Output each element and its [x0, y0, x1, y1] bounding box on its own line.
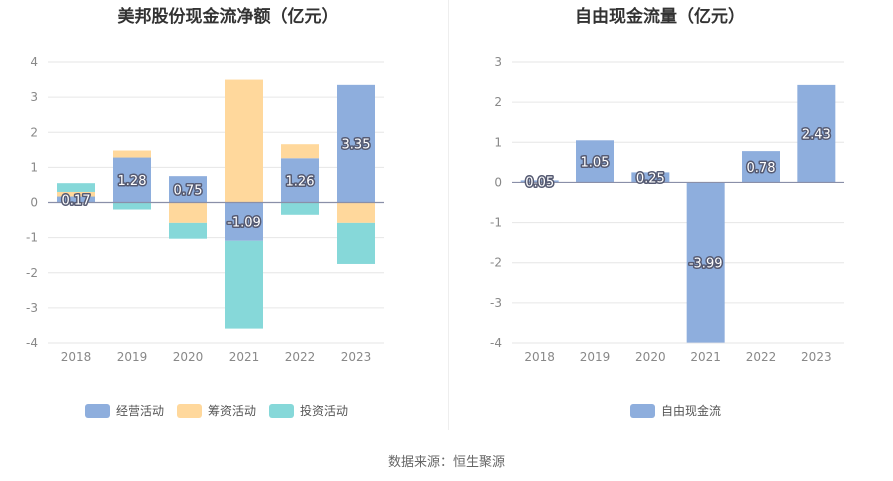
bar-自由现金流-2019 [576, 140, 614, 183]
x-tick-label: 2019 [117, 350, 148, 364]
y-tick-label: 3 [30, 90, 38, 104]
legend-label: 自由现金流 [661, 403, 721, 418]
y-tick-label: 3 [494, 55, 502, 69]
bar-投资活动-2019 [113, 202, 151, 210]
legend-label: 投资活动 [300, 403, 348, 418]
x-tick-label: 2023 [801, 350, 832, 364]
x-tick-label: 2021 [690, 350, 721, 364]
bar-自由现金流-2023 [797, 84, 836, 183]
bar-投资活动-2021 [225, 240, 263, 329]
bar-经营活动-2019 [113, 157, 151, 203]
data-label: 3.35 [342, 138, 371, 153]
bar-经营活动-2021 [225, 202, 263, 241]
data-label: 1.05 [581, 155, 610, 170]
bar-筹资活动-2018 [57, 191, 95, 197]
y-tick-label: 1 [494, 135, 502, 149]
x-tick-label: 2022 [746, 350, 777, 364]
legend-swatch [85, 404, 110, 418]
bar-筹资活动-2022 [281, 144, 319, 159]
legend-label: 筹资活动 [208, 404, 256, 418]
y-tick-label: 2 [30, 125, 38, 139]
x-tick-label: 2018 [61, 350, 92, 364]
bar-自由现金流-2021 [686, 182, 725, 343]
x-tick-label: 2021 [229, 350, 260, 364]
x-tick-label: 2019 [580, 350, 611, 364]
data-label: 0.78 [747, 161, 776, 176]
data-label: 0.25 [636, 171, 665, 186]
x-tick-label: 2020 [173, 350, 204, 364]
panel-divider [448, 0, 449, 430]
y-tick-label: 2 [494, 95, 502, 109]
data-label: 0.17 [62, 194, 91, 209]
x-tick-label: 2020 [635, 350, 666, 364]
legend-swatch [630, 404, 655, 418]
bar-投资活动-2018 [57, 183, 95, 192]
bar-经营活动-2018 [57, 196, 95, 203]
data-label: -1.09 [227, 216, 261, 231]
bar-筹资活动-2020 [169, 202, 207, 223]
chart-title: 美邦股份现金流净额（亿元） [118, 6, 339, 27]
y-tick-label: 0 [30, 196, 38, 210]
bar-自由现金流-2018 [520, 180, 559, 183]
legend-label: 经营活动 [116, 404, 164, 418]
data-label: -3.99 [689, 257, 723, 272]
data-label: 1.26 [286, 174, 315, 189]
data-label: 0.05 [525, 175, 554, 190]
x-tick-label: 2023 [341, 350, 372, 364]
y-tick-label: -4 [490, 336, 502, 350]
legend-swatch [269, 404, 294, 418]
data-source-note: 数据来源：恒生聚源 [387, 455, 505, 470]
data-label: 2.43 [802, 128, 831, 143]
bar-筹资活动-2019 [113, 150, 151, 158]
bar-自由现金流-2022 [742, 151, 780, 183]
bar-投资活动-2023 [337, 222, 375, 264]
data-label: 0.75 [174, 183, 203, 198]
x-tick-label: 2022 [285, 350, 316, 364]
bar-经营活动-2020 [169, 176, 207, 203]
bar-经营活动-2023 [337, 84, 375, 203]
chart-title: 自由现金流量（亿元） [575, 6, 745, 27]
y-tick-label: -3 [490, 296, 502, 310]
y-tick-label: -2 [490, 256, 502, 270]
bar-经营活动-2022 [281, 158, 319, 203]
bar-筹资活动-2021 [225, 79, 263, 203]
y-tick-label: -3 [26, 301, 38, 315]
y-tick-label: 1 [30, 160, 38, 174]
y-tick-label: 4 [30, 55, 38, 69]
data-label: 1.28 [118, 174, 147, 189]
y-tick-label: 0 [494, 175, 502, 189]
charts-canvas: 美邦股份现金流净额（亿元） -4 -3 -2 -1 0 1 2 3 4 0.17 1.28 0.75 -1… [26, 6, 844, 418]
legend-swatch [177, 404, 202, 418]
y-tick-label: -1 [490, 216, 502, 230]
bar-筹资活动-2023 [337, 202, 375, 223]
bar-自由现金流-2020 [631, 172, 670, 183]
y-tick-label: -2 [26, 266, 38, 280]
y-tick-label: -1 [26, 231, 38, 245]
y-tick-label: -4 [26, 336, 38, 350]
bar-投资活动-2020 [169, 222, 207, 239]
x-tick-label: 2018 [524, 350, 555, 364]
bar-投资活动-2022 [281, 202, 319, 215]
